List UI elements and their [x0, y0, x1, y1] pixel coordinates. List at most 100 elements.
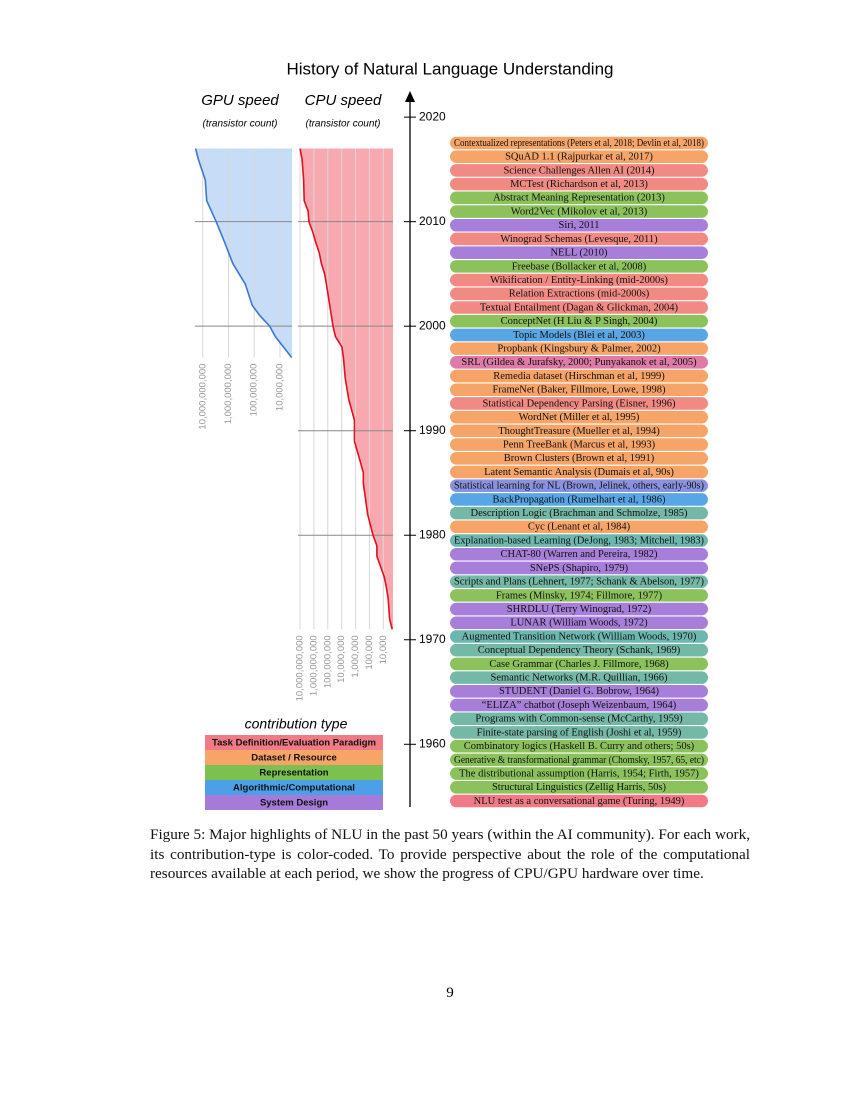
- milestone-bar: [450, 424, 708, 438]
- milestone-label: BackPropagation (Rumelhart et al, 1986): [493, 494, 666, 505]
- milestone-label: Latent Semantic Analysis (Dumais et al, …: [484, 467, 674, 478]
- milestone-label: STUDENT (Daniel G. Bobrow, 1964): [499, 686, 660, 697]
- milestone-bar: [450, 328, 708, 342]
- x-tick-label: 1,000,000: [350, 635, 361, 677]
- milestone-bar: [450, 369, 708, 383]
- y-tick-label: 2010: [419, 214, 446, 228]
- milestone-label: LUNAR (William Woods, 1972): [510, 618, 648, 629]
- y-tick-label: 1970: [419, 632, 446, 646]
- x-tick-label: 1,000,000,000: [308, 635, 319, 696]
- legend-label: Representation: [259, 768, 328, 779]
- x-tick-label: 10,000,000,000: [197, 364, 208, 430]
- milestone-label: “ELIZA” chatbot (Joseph Weizenbaum, 1964…: [482, 700, 677, 711]
- milestone-label: Siri, 2011: [558, 220, 599, 231]
- milestone-bar: [450, 287, 708, 301]
- milestone-label: Description Logic (Brachman and Schmolze…: [471, 508, 688, 519]
- legend-swatch: [205, 765, 383, 780]
- legend-swatch: [205, 780, 383, 795]
- milestone-bar: [450, 164, 708, 177]
- milestone-label: Topic Models (Blei et al, 2003): [513, 330, 645, 341]
- legend-swatch: [205, 735, 383, 750]
- milestone-bar: [450, 506, 708, 520]
- milestone-bar: [450, 739, 708, 753]
- milestone-label: The distributional assumption (Harris, 1…: [459, 768, 699, 779]
- milestone-label: Science Challenges Allen AI (2014): [503, 165, 655, 176]
- area: [195, 148, 292, 358]
- milestone-bar: [450, 383, 708, 397]
- legend-label: Dataset / Resource: [251, 753, 337, 764]
- milestone-label: Generative & transformational grammar (C…: [454, 755, 704, 766]
- milestone-label: Scripts and Plans (Lehnert, 1977; Schank…: [454, 577, 704, 588]
- milestone-bar: [450, 753, 708, 767]
- milestone-label: Relation Extractions (mid-2000s): [509, 289, 650, 300]
- milestone-bar: [450, 534, 708, 547]
- x-tick-label: 100,000: [364, 635, 375, 669]
- milestone-bar: [450, 465, 708, 479]
- x-tick-label: 100,000,000: [249, 364, 260, 417]
- milestone-bar: [450, 397, 708, 410]
- milestone-label: Conceptual Dependency Theory (Schank, 19…: [478, 645, 681, 656]
- milestone-label: WordNet (Miller et al, 1995): [519, 412, 640, 423]
- milestone-label: FrameNet (Baker, Fillmore, Lowe, 1998): [492, 385, 666, 396]
- milestone-label: Programs with Common-sense (McCarthy, 19…: [475, 714, 683, 725]
- milestone-bar: [450, 273, 708, 287]
- milestone-label: SRL (Gildea & Jurafsky, 2000; Punyakanok…: [461, 357, 697, 368]
- milestone-label: Statistical learning for NL (Brown, Jeli…: [454, 481, 704, 492]
- milestone-bar: [450, 205, 708, 218]
- milestone-bar: [450, 589, 708, 602]
- x-tick-label: 10,000: [378, 635, 389, 664]
- milestone-label: Brown Clusters (Brown et al, 1991): [504, 453, 655, 464]
- axis-arrow: [405, 91, 415, 102]
- milestone-bar: [450, 451, 708, 465]
- milestone-label: Finite-state parsing of English (Joshi e…: [477, 727, 682, 738]
- milestone-label: ThoughtTreasure (Mueller et al, 1994): [498, 426, 660, 437]
- milestone-label: Explanation-based Learning (DeJong, 1983…: [454, 535, 704, 546]
- milestone-label: Penn TreeBank (Marcus et al, 1993): [503, 439, 656, 450]
- milestone-label: Combinatory logics (Haskell B. Curry and…: [464, 741, 695, 752]
- milestone-label: Semantic Networks (M.R. Quillian, 1966): [490, 673, 668, 684]
- milestone-label: Propbank (Kingsbury & Palmer, 2002): [497, 344, 661, 355]
- milestone-label: SNePS (Shapiro, 1979): [530, 563, 629, 574]
- milestone-bar: [450, 712, 708, 726]
- x-tick-label: 10,000,000: [274, 364, 285, 412]
- milestone-bar: [450, 356, 708, 369]
- y-tick-label: 2000: [419, 318, 446, 332]
- x-tick-label: 1,000,000,000: [223, 364, 234, 425]
- milestone-bar: [450, 685, 708, 698]
- milestone-bar: [450, 301, 708, 314]
- line: [194, 148, 293, 359]
- y-tick-label: 2020: [419, 109, 446, 123]
- milestone-label: Wikification / Entity-Linking (mid-2000s…: [490, 275, 668, 286]
- milestone-bar: [450, 136, 708, 150]
- y-tick-label: 1960: [419, 736, 446, 750]
- milestone-label: Textual Entailment (Dagan & Glickman, 20…: [480, 302, 679, 313]
- milestone-label: SQuAD 1.1 (Rajpurkar et al, 2017): [505, 152, 653, 163]
- milestone-bar: [450, 602, 708, 616]
- milestone-bar: [450, 150, 708, 164]
- milestone-label: Winograd Schemas (Levesque, 2011): [500, 234, 658, 245]
- milestone-label: Frames (Minsky, 1974; Fillmore, 1977): [496, 590, 663, 601]
- x-tick-label: 10,000,000: [336, 635, 347, 683]
- legend-title: contribution type: [245, 716, 348, 732]
- page-number: 9: [446, 985, 454, 1001]
- legend-label: System Design: [260, 798, 328, 809]
- milestone-label: ConceptNet (H Liu & P Singh, 2004): [501, 316, 658, 327]
- milestone-bar: [450, 643, 708, 657]
- milestone-label: SHRDLU (Terry Winograd, 1972): [507, 604, 652, 615]
- legend-label: Task Definition/Evaluation Paradigm: [212, 738, 376, 749]
- milestone-bar: [450, 479, 708, 493]
- milestone-bar: [450, 342, 708, 355]
- milestone-bar: [450, 561, 708, 575]
- milestone-bar: [450, 726, 708, 739]
- milestone-bar: [450, 575, 708, 588]
- milestone-label: NELL (2010): [550, 248, 608, 259]
- figure: History of Natural Language Understandin…: [194, 59, 708, 810]
- milestone-bar: [450, 794, 708, 808]
- milestone-bar: [450, 191, 708, 205]
- milestone-label: Statistical Dependency Parsing (Eisner, …: [483, 398, 676, 409]
- legend-swatch: [205, 750, 383, 765]
- milestone-bar: [450, 314, 708, 328]
- milestone-bar: [450, 630, 708, 643]
- milestone-label: NLU test as a conversational game (Turin…: [474, 796, 685, 807]
